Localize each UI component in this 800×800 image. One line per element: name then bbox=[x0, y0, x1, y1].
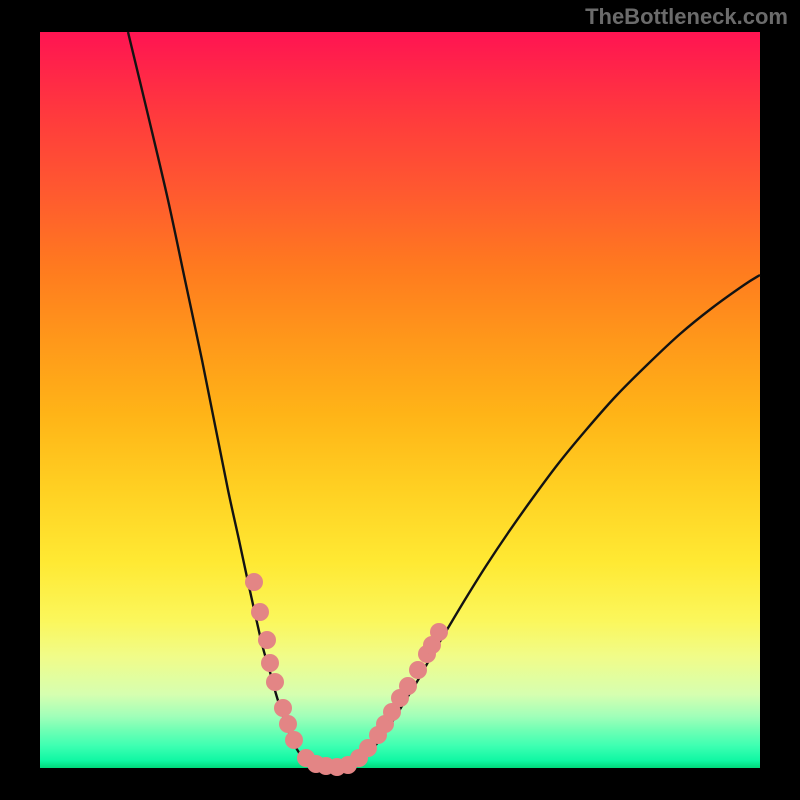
data-point bbox=[285, 731, 303, 749]
data-point bbox=[274, 699, 292, 717]
chart-container: TheBottleneck.com bbox=[0, 0, 800, 800]
data-point bbox=[266, 673, 284, 691]
data-point bbox=[251, 603, 269, 621]
curve-overlay bbox=[0, 0, 800, 800]
data-point bbox=[279, 715, 297, 733]
data-point bbox=[409, 661, 427, 679]
data-point bbox=[430, 623, 448, 641]
left-curve bbox=[128, 32, 321, 767]
data-markers bbox=[245, 573, 448, 776]
watermark-text: TheBottleneck.com bbox=[585, 4, 788, 30]
data-point bbox=[258, 631, 276, 649]
data-point bbox=[245, 573, 263, 591]
data-point bbox=[261, 654, 279, 672]
data-point bbox=[399, 677, 417, 695]
